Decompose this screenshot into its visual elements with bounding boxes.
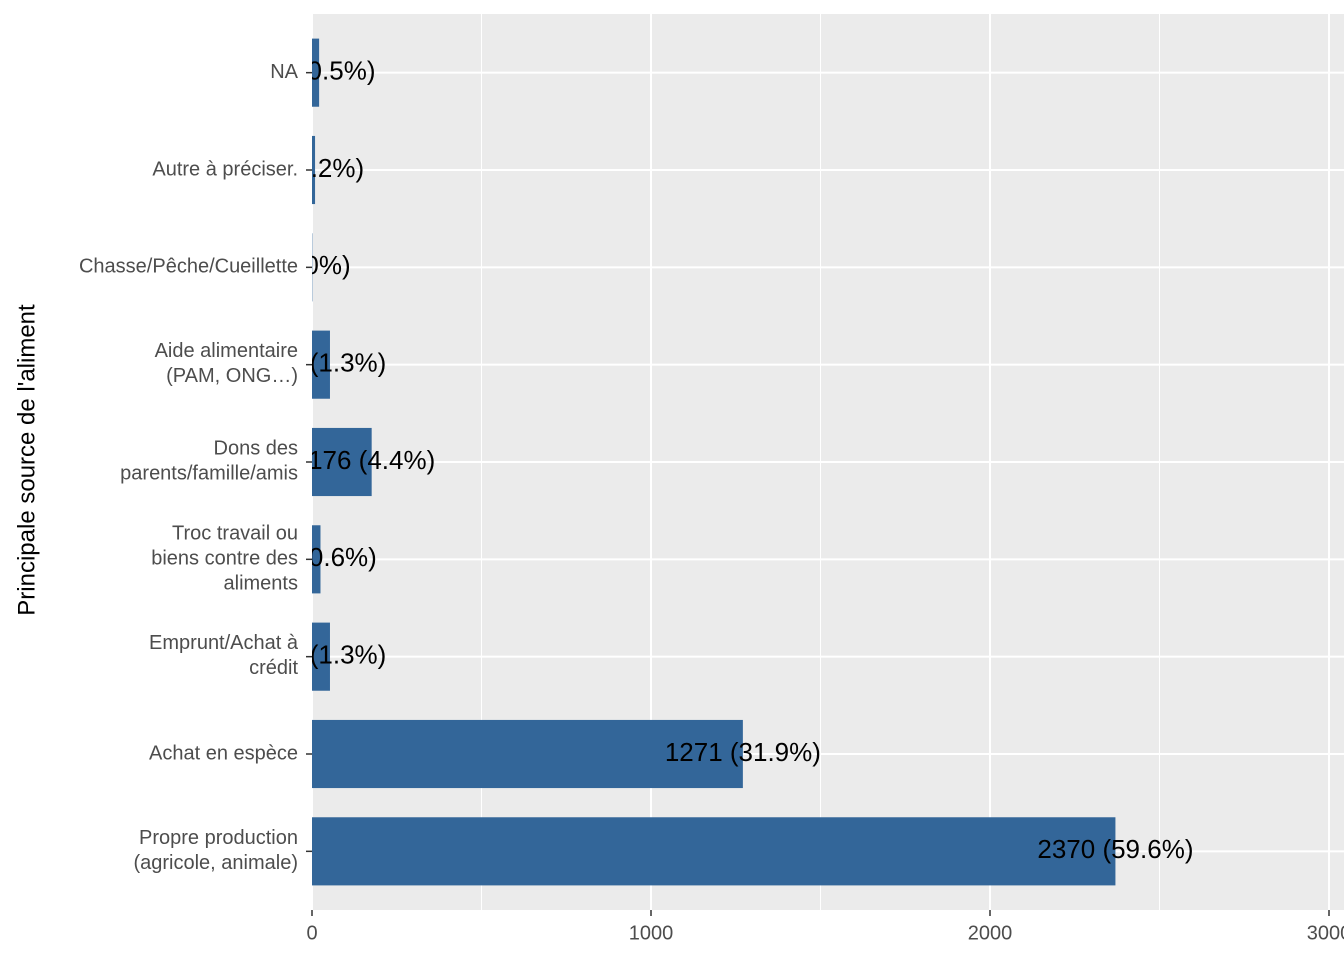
y-tick-label: Emprunt/Achat à crédit — [149, 632, 299, 679]
x-tick-label: 1000 — [629, 922, 674, 944]
value-label: 2370 (59.6%) — [1037, 834, 1193, 864]
y-tick-label: Dons des parents/famille/amis — [120, 438, 298, 485]
bar — [312, 525, 321, 594]
value-label: 9 (0.2%) — [266, 153, 364, 183]
y-tick-label: Chasse/Pêche/Cueillette — [79, 256, 298, 278]
y-tick-label: NA — [270, 61, 298, 83]
axes: 0 1000 2000 3000 NA Autre à préciser. Chasse/P… — [79, 61, 1344, 944]
y-tick-label: Autre à préciser. — [152, 158, 298, 180]
marks: 21 (0.5%) 9 (0.2%) 1 (0%) 53 (1.3%) 176 (4.4… — [263, 38, 1193, 886]
bar — [312, 622, 330, 691]
value-label: 21 (0.5%) — [263, 56, 376, 86]
x-tick-label: 2000 — [968, 922, 1013, 944]
y-axis-title: Principale source de l'aliment — [13, 304, 40, 616]
value-label: 53 (1.3%) — [274, 640, 387, 670]
bar — [312, 719, 743, 789]
grid — [311, 14, 1344, 910]
x-tick-label: 3000 — [1307, 922, 1344, 944]
bar — [312, 427, 372, 497]
value-label: 25 (0.6%) — [264, 542, 377, 572]
y-tick-label: Troc travail ou biens contre des aliments — [151, 523, 298, 595]
y-tick-label: Aide alimentaire (PAM, ONG…) — [155, 340, 298, 387]
value-label: 1271 (31.9%) — [665, 737, 821, 767]
value-label: 1 (0%) — [274, 250, 351, 280]
value-label: 53 (1.3%) — [274, 348, 387, 378]
x-tick-label: 0 — [306, 922, 317, 944]
value-label: 176 (4.4%) — [308, 445, 435, 475]
bar — [312, 38, 320, 107]
bar — [312, 135, 316, 205]
y-tick-label: Achat en espèce — [149, 742, 298, 764]
y-tick-label: Propre production (agricole, animale) — [133, 827, 298, 874]
bar — [312, 817, 1116, 886]
bar — [312, 330, 330, 399]
